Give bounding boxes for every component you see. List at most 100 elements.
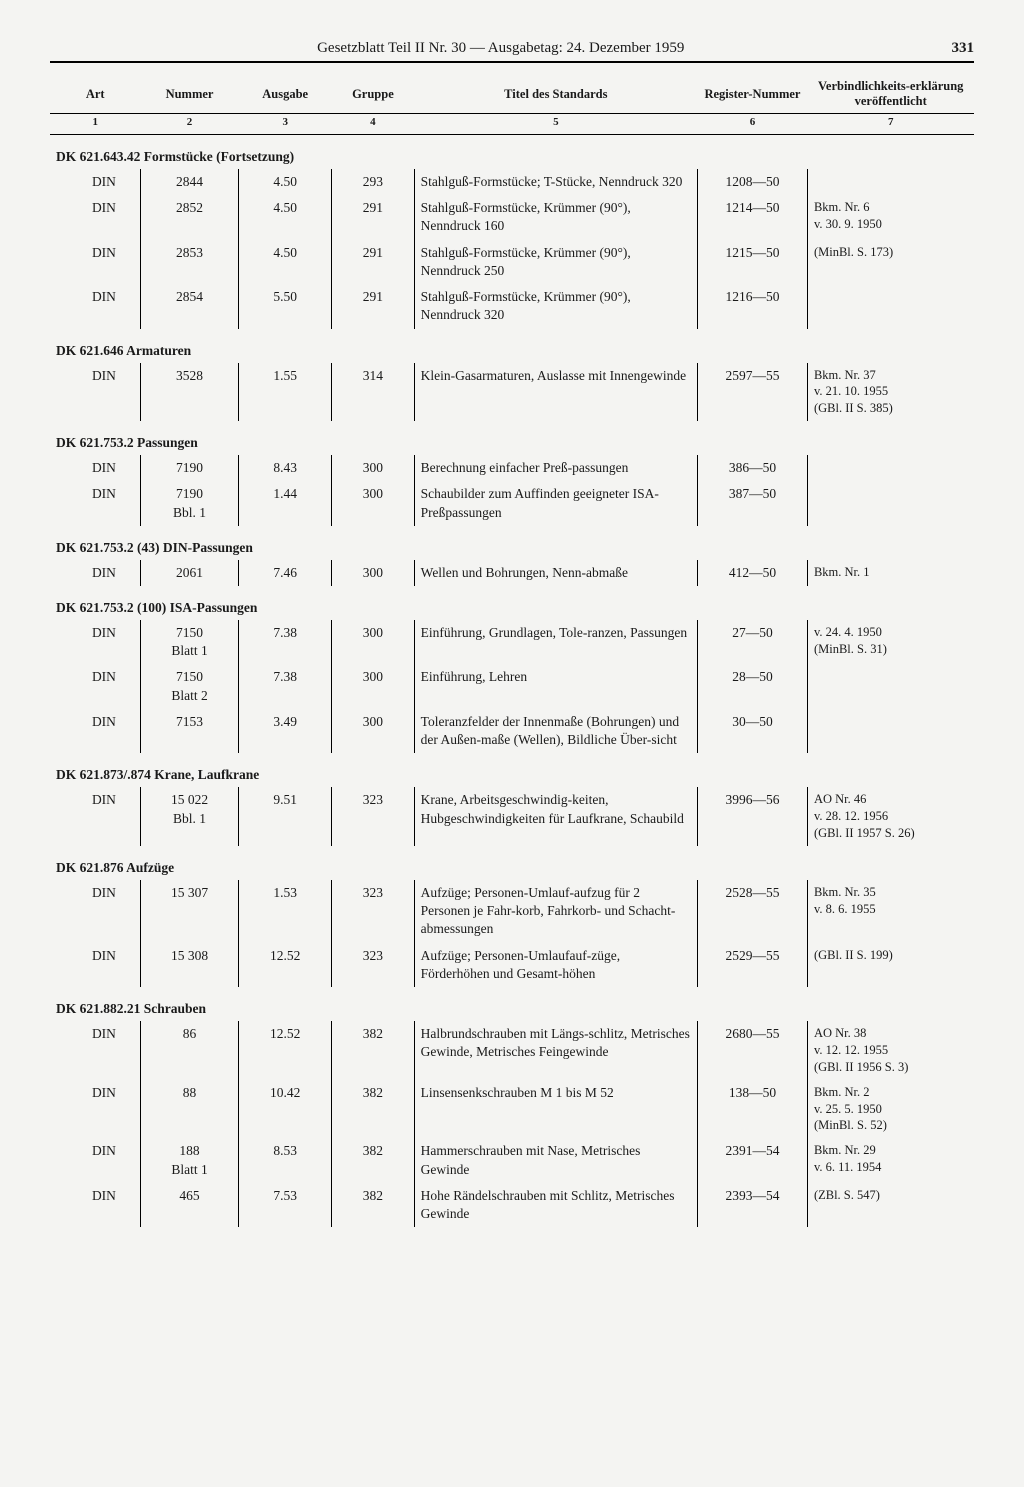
cell-ausgabe: 4.50 <box>239 195 332 239</box>
cell-gruppe: 300 <box>332 455 414 481</box>
cell-nummer: 15 307 <box>140 880 238 943</box>
table-row: DIN15 30812.52323Aufzüge; Personen-Umlau… <box>50 943 974 987</box>
col-header-nummer: Nummer <box>140 73 238 114</box>
section-heading: DK 621.882.21 Schrauben <box>50 987 974 1021</box>
cell-art: DIN <box>50 1138 140 1182</box>
cell-nummer: 7190 <box>140 455 238 481</box>
cell-gruppe: 382 <box>332 1138 414 1182</box>
cell-titel: Klein-Gasarmaturen, Auslasse mit Innenge… <box>414 363 697 422</box>
cell-art: DIN <box>50 1080 140 1139</box>
cell-gruppe: 382 <box>332 1183 414 1227</box>
cell-titel: Halbrundschrauben mit Längs-schlitz, Met… <box>414 1021 697 1080</box>
cell-verbindlichkeit: Bkm. Nr. 6 v. 30. 9. 1950 <box>807 195 974 239</box>
section-heading: DK 621.646 Armaturen <box>50 329 974 363</box>
cell-ausgabe: 8.43 <box>239 455 332 481</box>
cell-nummer: 7190 Bbl. 1 <box>140 481 238 525</box>
cell-register: 27—50 <box>697 620 807 664</box>
col-num-3: 3 <box>239 114 332 135</box>
cell-titel: Toleranzfelder der Innenmaße (Bohrungen)… <box>414 709 697 753</box>
table-row: DIN28524.50291Stahlguß-Formstücke, Krümm… <box>50 195 974 239</box>
cell-gruppe: 300 <box>332 709 414 753</box>
table-row: DIN7150 Blatt 17.38300Einführung, Grundl… <box>50 620 974 664</box>
cell-ausgabe: 7.53 <box>239 1183 332 1227</box>
cell-titel: Einführung, Grundlagen, Tole-ranzen, Pas… <box>414 620 697 664</box>
col-header-titel: Titel des Standards <box>414 73 697 114</box>
cell-register: 3996—56 <box>697 787 807 846</box>
cell-ausgabe: 12.52 <box>239 1021 332 1080</box>
col-num-4: 4 <box>332 114 414 135</box>
section-heading: DK 621.876 Aufzüge <box>50 846 974 880</box>
cell-titel: Stahlguß-Formstücke, Krümmer (90°), Nenn… <box>414 195 697 239</box>
cell-verbindlichkeit: Bkm. Nr. 1 <box>807 560 974 586</box>
cell-register: 2528—55 <box>697 880 807 943</box>
cell-verbindlichkeit <box>807 481 974 525</box>
cell-titel: Aufzüge; Personen-Umlaufauf-züge, Förder… <box>414 943 697 987</box>
cell-ausgabe: 8.53 <box>239 1138 332 1182</box>
cell-art: DIN <box>50 455 140 481</box>
cell-register: 138—50 <box>697 1080 807 1139</box>
cell-nummer: 2852 <box>140 195 238 239</box>
cell-register: 1216—50 <box>697 284 807 328</box>
cell-verbindlichkeit: v. 24. 4. 1950 (MinBl. S. 31) <box>807 620 974 664</box>
cell-gruppe: 300 <box>332 664 414 708</box>
cell-gruppe: 291 <box>332 284 414 328</box>
cell-gruppe: 323 <box>332 787 414 846</box>
cell-ausgabe: 7.38 <box>239 664 332 708</box>
section-heading: DK 621.753.2 (100) ISA-Passungen <box>50 586 974 620</box>
page-header: Gesetzblatt Teil II Nr. 30 — Ausgabetag:… <box>50 40 974 63</box>
cell-register: 1215—50 <box>697 240 807 284</box>
cell-art: DIN <box>50 620 140 664</box>
table-row: DIN8612.52382Halbrundschrauben mit Längs… <box>50 1021 974 1080</box>
cell-gruppe: 323 <box>332 943 414 987</box>
table-row: DIN71533.49300Toleranzfelder der Innenma… <box>50 709 974 753</box>
cell-nummer: 7150 Blatt 1 <box>140 620 238 664</box>
cell-nummer: 15 308 <box>140 943 238 987</box>
cell-verbindlichkeit: Bkm. Nr. 2 v. 25. 5. 1950 (MinBl. S. 52) <box>807 1080 974 1139</box>
cell-verbindlichkeit: (GBl. II S. 199) <box>807 943 974 987</box>
cell-verbindlichkeit <box>807 709 974 753</box>
cell-gruppe: 291 <box>332 240 414 284</box>
cell-gruppe: 293 <box>332 169 414 195</box>
cell-ausgabe: 4.50 <box>239 169 332 195</box>
table-row: DIN20617.46300Wellen und Bohrungen, Nenn… <box>50 560 974 586</box>
cell-nummer: 188 Blatt 1 <box>140 1138 238 1182</box>
cell-verbindlichkeit: (MinBl. S. 173) <box>807 240 974 284</box>
cell-register: 2680—55 <box>697 1021 807 1080</box>
cell-titel: Hohe Rändelschrauben mit Schlitz, Metris… <box>414 1183 697 1227</box>
table-row: DIN28545.50291Stahlguß-Formstücke, Krümm… <box>50 284 974 328</box>
cell-gruppe: 291 <box>332 195 414 239</box>
cell-art: DIN <box>50 664 140 708</box>
table-row: DIN28534.50291Stahlguß-Formstücke, Krümm… <box>50 240 974 284</box>
cell-titel: Stahlguß-Formstücke; T-Stücke, Nenndruck… <box>414 169 697 195</box>
table-body: DK 621.643.42 Formstücke (Fortsetzung)DI… <box>50 135 974 1228</box>
page-number: 331 <box>952 40 975 57</box>
cell-art: DIN <box>50 240 140 284</box>
cell-verbindlichkeit <box>807 169 974 195</box>
cell-ausgabe: 5.50 <box>239 284 332 328</box>
section-heading: DK 621.643.42 Formstücke (Fortsetzung) <box>50 135 974 170</box>
table-row: DIN71908.43300Berechnung einfacher Preß-… <box>50 455 974 481</box>
cell-verbindlichkeit: Bkm. Nr. 37 v. 21. 10. 1955 (GBl. II S. … <box>807 363 974 422</box>
table-row: DIN28444.50293Stahlguß-Formstücke; T-Stü… <box>50 169 974 195</box>
cell-gruppe: 300 <box>332 560 414 586</box>
cell-ausgabe: 4.50 <box>239 240 332 284</box>
cell-gruppe: 300 <box>332 620 414 664</box>
col-num-5: 5 <box>414 114 697 135</box>
cell-nummer: 2853 <box>140 240 238 284</box>
cell-titel: Wellen und Bohrungen, Nenn-abmaße <box>414 560 697 586</box>
cell-titel: Berechnung einfacher Preß-passungen <box>414 455 697 481</box>
cell-register: 30—50 <box>697 709 807 753</box>
cell-ausgabe: 12.52 <box>239 943 332 987</box>
cell-nummer: 2854 <box>140 284 238 328</box>
col-header-register: Register-Nummer <box>697 73 807 114</box>
cell-verbindlichkeit: Bkm. Nr. 29 v. 6. 11. 1954 <box>807 1138 974 1182</box>
cell-gruppe: 300 <box>332 481 414 525</box>
cell-gruppe: 382 <box>332 1021 414 1080</box>
table-row: DIN35281.55314Klein-Gasarmaturen, Auslas… <box>50 363 974 422</box>
cell-nummer: 86 <box>140 1021 238 1080</box>
cell-nummer: 15 022 Bbl. 1 <box>140 787 238 846</box>
cell-art: DIN <box>50 363 140 422</box>
cell-verbindlichkeit <box>807 664 974 708</box>
cell-art: DIN <box>50 1021 140 1080</box>
cell-titel: Stahlguß-Formstücke, Krümmer (90°), Nenn… <box>414 240 697 284</box>
